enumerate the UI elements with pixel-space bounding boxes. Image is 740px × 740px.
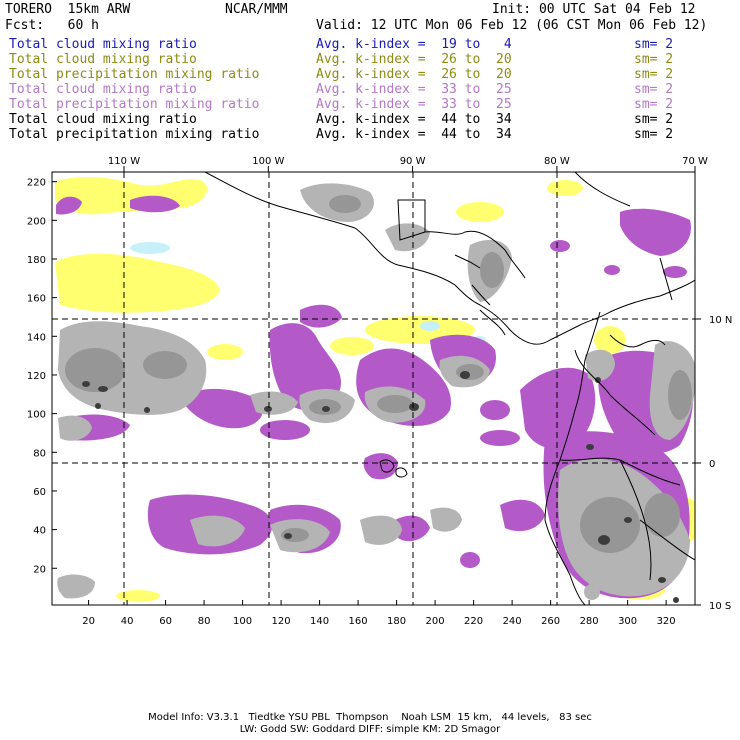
grey-cloud-areas bbox=[57, 183, 695, 600]
x-tick-label-40: 40 bbox=[121, 616, 134, 627]
legend-sm-5: sm= 2 bbox=[634, 112, 674, 127]
plot-frame bbox=[51, 171, 696, 606]
legend-sm-6: sm= 2 bbox=[634, 127, 674, 142]
y-tick-label-100: 100 bbox=[27, 410, 46, 421]
country-borders bbox=[454, 254, 695, 581]
y-tick-label-80: 80 bbox=[33, 448, 46, 459]
field-layer bbox=[55, 176, 695, 603]
x-tick-label-80: 80 bbox=[198, 616, 211, 627]
x-tick-label-20: 20 bbox=[82, 616, 95, 627]
legend-field-0: Total cloud mixing ratio bbox=[9, 37, 197, 52]
model-info-line2: LW: Godd SW: Goddard DIFF: simple KM: 2D… bbox=[239, 724, 501, 735]
latitude-axis: 10 N 0 10 S bbox=[695, 315, 732, 612]
legend-kindex-3: Avg. k-index = 33 to 25 bbox=[316, 82, 512, 97]
legend-field-4: Total precipitation mixing ratio bbox=[9, 97, 260, 112]
y-tick-label-140: 140 bbox=[27, 332, 46, 343]
legend-kindex-5: Avg. k-index = 44 to 34 bbox=[316, 112, 512, 127]
y-tick-label-200: 200 bbox=[27, 216, 46, 227]
lat-label-10-S: 10 S bbox=[709, 601, 731, 612]
y-tick-label-160: 160 bbox=[27, 294, 46, 305]
legend-sm-1: sm= 2 bbox=[634, 52, 674, 67]
legend-field-5: Total cloud mixing ratio bbox=[9, 112, 197, 127]
legend-kindex-0: Avg. k-index = 19 to 4 bbox=[316, 37, 512, 52]
lat-label-0: 0 bbox=[709, 459, 715, 470]
lon-label-90-W: 90 W bbox=[400, 156, 426, 167]
legend-kindex-1: Avg. k-index = 26 to 20 bbox=[316, 52, 512, 67]
legend-kindex-2: Avg. k-index = 26 to 20 bbox=[316, 67, 512, 82]
lon-label-70-W: 70 W bbox=[682, 156, 708, 167]
x-tick-label-240: 240 bbox=[503, 616, 522, 627]
x-tick-label-160: 160 bbox=[349, 616, 368, 627]
legend-sm-2: sm= 2 bbox=[634, 67, 674, 82]
x-axis: 20 40 60 80 100 120 140 160 180 200 220 240 260 280 30… bbox=[82, 600, 676, 627]
x-tick-label-140: 140 bbox=[310, 616, 329, 627]
legend-sm-0: sm= 2 bbox=[634, 37, 674, 52]
lon-label-80-W: 80 W bbox=[544, 156, 570, 167]
legend-kindex-4: Avg. k-index = 33 to 25 bbox=[316, 97, 512, 112]
legend-field-6: Total precipitation mixing ratio bbox=[9, 127, 260, 142]
x-tick-label-180: 180 bbox=[387, 616, 406, 627]
y-tick-label-40: 40 bbox=[33, 526, 46, 537]
forecast-hour: Fcst: 60 h bbox=[5, 18, 99, 33]
model-info-line1: Model Info: V3.3.1 Tiedtke YSU PBL Thomp… bbox=[148, 712, 592, 723]
x-tick-label-200: 200 bbox=[426, 616, 445, 627]
x-tick-label-280: 280 bbox=[580, 616, 599, 627]
x-tick-label-320: 320 bbox=[657, 616, 676, 627]
y-tick-label-60: 60 bbox=[33, 487, 46, 498]
lon-label-110-W: 110 W bbox=[108, 156, 140, 167]
organization: NCAR/MMM bbox=[225, 2, 288, 17]
legend-kindex-6: Avg. k-index = 44 to 34 bbox=[316, 127, 512, 142]
y-tick-label-120: 120 bbox=[27, 371, 46, 382]
lon-label-100-W: 100 W bbox=[252, 156, 284, 167]
legend-field-2: Total precipitation mixing ratio bbox=[9, 67, 260, 82]
longitude-axis: 110 W 100 W 90 W 80 W 70 W bbox=[108, 156, 708, 172]
init-time: Init: 00 UTC Sat 04 Feb 12 bbox=[492, 2, 696, 17]
legend-sm-4: sm= 2 bbox=[634, 97, 674, 112]
legend-sm-3: sm= 2 bbox=[634, 82, 674, 97]
x-tick-label-100: 100 bbox=[233, 616, 252, 627]
y-tick-label-220: 220 bbox=[27, 178, 46, 189]
lat-label-10-N: 10 N bbox=[709, 315, 732, 326]
x-tick-label-60: 60 bbox=[159, 616, 172, 627]
x-tick-label-300: 300 bbox=[618, 616, 637, 627]
y-axis: 20 40 60 80 100 120 140 160 180 200 220 bbox=[27, 178, 57, 575]
x-tick-label-120: 120 bbox=[272, 616, 291, 627]
legend-field-3: Total cloud mixing ratio bbox=[9, 82, 197, 97]
legend-field-1: Total cloud mixing ratio bbox=[9, 52, 197, 67]
x-tick-label-220: 220 bbox=[464, 616, 483, 627]
valid-time: Valid: 12 UTC Mon 06 Feb 12 (06 CST Mon … bbox=[316, 18, 708, 33]
y-tick-label-20: 20 bbox=[33, 564, 46, 575]
y-tick-label-180: 180 bbox=[27, 255, 46, 266]
graticule bbox=[52, 172, 695, 605]
x-tick-label-260: 260 bbox=[541, 616, 560, 627]
grey-dark-cloud-cores bbox=[82, 371, 679, 603]
model-title: TORERO 15km ARW bbox=[5, 2, 131, 17]
